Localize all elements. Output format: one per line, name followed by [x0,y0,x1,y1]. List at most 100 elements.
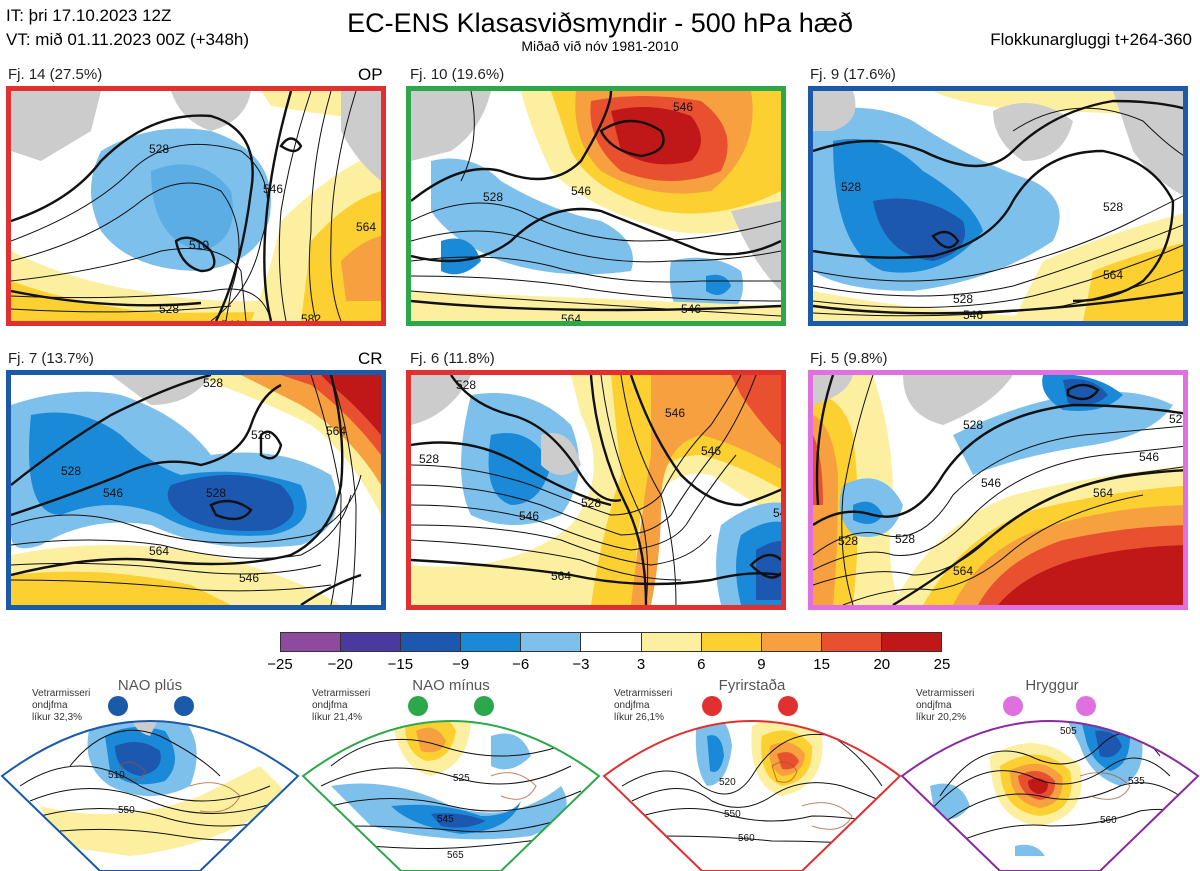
colorbar-swatch [701,633,762,651]
contour-label: 528 [251,428,271,442]
contour-label: 564 [356,220,376,234]
colorbar-tick: 15 [813,656,830,673]
cluster-map-panel[interactable]: 528 528 528 546 564 [808,86,1188,326]
regime-map-blocking[interactable]: 520 550 560 [602,676,902,871]
contour-label: 528 [483,190,503,204]
contour-label: 564 [1093,486,1113,500]
colorbar-swatch [821,633,882,651]
colorbar-tick: −20 [327,656,353,673]
regime-note-line: Vetrarmisseri [916,688,975,699]
regime-title: NAO plús [117,677,183,694]
regime-note-line: ondjfma [614,700,650,711]
panel-label: Fj. 6 (11.8%) [410,350,495,367]
cluster-map-panel[interactable]: 528 528 546 564 528 546 564 528 [808,370,1188,610]
contour-label: 546 [701,444,721,458]
regime-note-line: Vetrarmisseri [614,688,673,699]
colorbar-swatch [641,633,702,651]
colorbar-tick: 20 [873,656,891,673]
map-canvas: 528 510 546 528 546 564 582 [11,91,381,321]
cluster-map-panel[interactable]: 528 510 546 528 546 564 582 [6,86,386,326]
cluster-map-panel[interactable]: 528 528 546 528 546 546 564 54 [406,370,786,610]
contour-label: 528 [963,418,983,432]
contour-label: 520 [719,777,736,788]
contour-label: 550 [118,805,135,816]
colorbar-swatch [281,633,342,651]
contour-label: 582 [301,312,321,321]
cluster-map-panel[interactable]: 528 528 546 528 564 546 528 564 [6,370,386,610]
header-vt: VT: mið 01.11.2023 00Z (+348h) [6,30,250,49]
contour-label: 546 [963,308,983,321]
regime-note-line: ondjfma [916,700,952,711]
regime-note-line: Vetrarmisseri [312,688,371,699]
regime-note: Vetrarmisseri ondjfma líkur 20,2% [916,688,974,724]
contour-label: 546 [239,571,259,585]
map-canvas: 528 528 528 546 564 [813,91,1183,321]
panel-label: Fj. 7 (13.7%) [8,350,94,367]
contour-label: 564 [1103,268,1123,282]
header-it: IT: þri 17.10.2023 12Z [6,6,172,25]
regime-note: Vetrarmisseri ondjfma líkur 21,4% [312,688,370,724]
map-canvas: 528 528 546 564 528 546 564 528 [813,375,1188,605]
contour-label: 528 [456,378,476,392]
contour-label: 528 [1169,412,1188,426]
contour-label: 550 [724,809,741,820]
contour-label: 546 [981,476,1001,490]
contour-label: 528 [149,142,169,156]
contour-label: 546 [665,406,685,420]
cluster-map-panel[interactable]: 546 528 546 546 564 [406,86,786,326]
contour-label: 560 [1100,815,1117,826]
contour-label: 546 [221,318,241,321]
colorbar-swatch [401,633,462,651]
contour-label: 564 [561,312,581,321]
regime-note-line: ondjfma [32,700,68,711]
panel-label: Fj. 10 (19.6%) [410,66,505,83]
window-label: Flokkunargluggi t+264-360 [990,30,1192,49]
regime-map-ridge[interactable]: 505 535 560 [900,676,1200,871]
map-canvas: 528 528 546 528 546 546 564 54 [411,375,786,605]
contour-label: 565 [447,850,464,861]
contour-label: 528 [895,532,915,546]
contour-label: 510 [108,770,125,781]
colorbar [280,632,942,652]
colorbar-swatch [341,633,402,651]
colorbar-swatch [581,633,642,651]
colorbar-tick: 6 [697,656,706,673]
colorbar-swatch [761,633,822,651]
colorbar-tick: −3 [572,656,590,673]
contour-label: 546 [681,302,701,316]
contour-label: 545 [437,814,454,825]
colorbar-swatch [881,633,942,651]
regime-note-line: ondjfma [312,700,348,711]
contour-label: 528 [1103,200,1123,214]
regime-note: Vetrarmisseri ondjfma líkur 32,3% [32,688,90,724]
regime-map-nao-plus[interactable]: 510 550 [0,676,300,871]
contour-label: 546 [263,182,283,196]
panel-label: Fj. 14 (27.5%) [8,66,103,83]
contour-label: 546 [673,100,693,114]
regime-note-line: líkur 20,2% [916,712,967,723]
contour-label: 528 [581,496,601,510]
panel-tag: OP [358,65,383,84]
regime-title: NAO mínus [412,677,490,694]
panel-label: Fj. 9 (17.6%) [810,66,896,83]
contour-label: 560 [738,833,755,844]
colorbar-swatch [461,633,522,651]
contour-label: 510 [189,238,209,252]
colorbar-swatch [521,633,582,651]
regime-title: Fyrirstaða [718,677,786,694]
regime-note-line: líkur 21,4% [312,712,363,723]
contour-label: 505 [1060,726,1077,737]
contour-label: 564 [551,569,571,583]
regime-note-line: Vetrarmisseri [32,688,91,699]
regime-map-nao-minus[interactable]: 525 545 565 [301,676,601,871]
contour-label: 54 [773,506,786,520]
colorbar-tick: 25 [933,656,951,673]
contour-label: 528 [841,180,861,194]
page-title: EC-ENS Klasasviðsmyndir - 500 hPa hæð [347,8,853,38]
regime-title: Hryggur [1025,677,1079,694]
colorbar-tick: −25 [267,656,293,673]
panel-tag: CR [358,349,383,368]
panel-label: Fj. 5 (9.8%) [810,350,888,367]
regime-note-line: líkur 32,3% [32,712,83,723]
map-canvas: 528 528 546 528 564 546 528 564 [11,375,381,605]
